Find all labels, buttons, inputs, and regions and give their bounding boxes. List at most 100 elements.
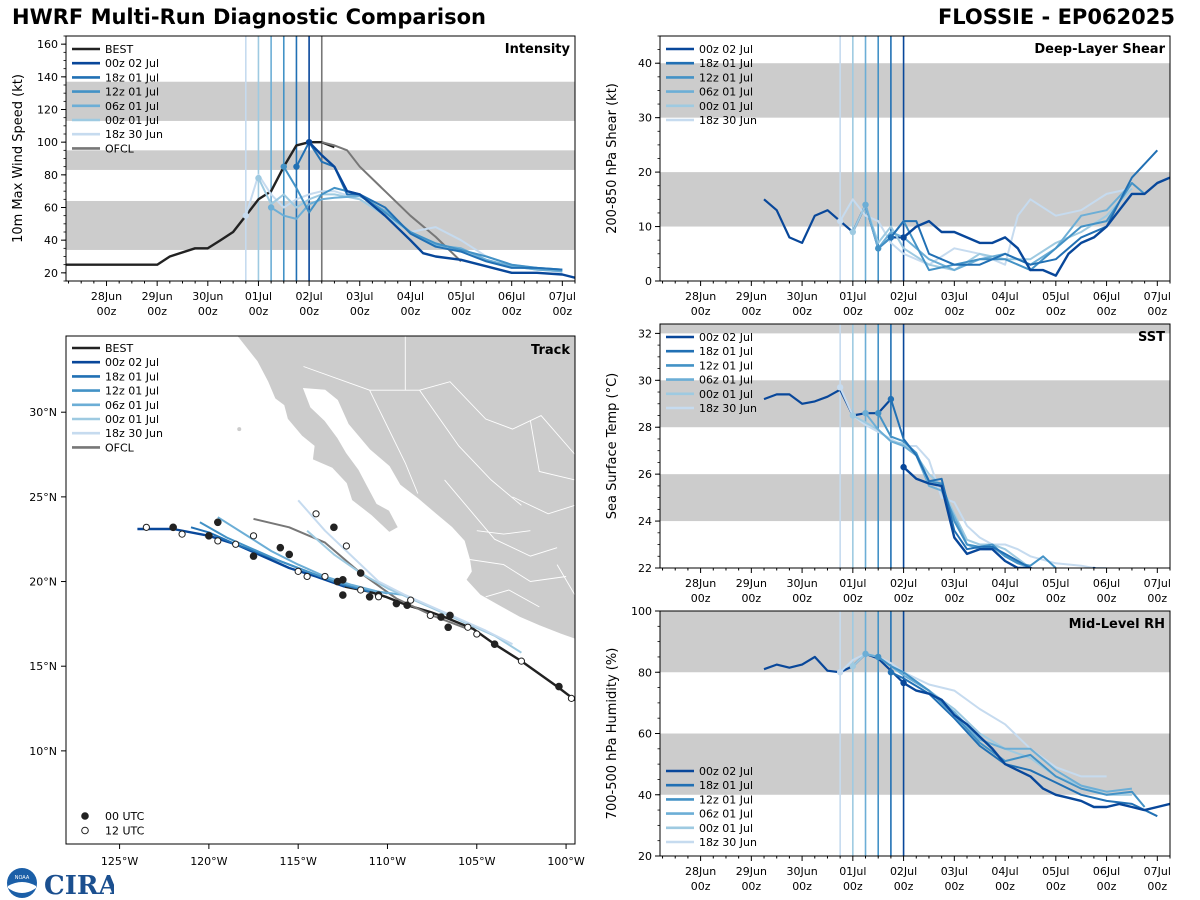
legend-label: 00z 01 Jul <box>105 413 159 426</box>
track-line-r12z01 <box>199 521 388 595</box>
x-tick-label-day: 06Jul <box>498 290 525 303</box>
fix-point-12utc <box>374 593 383 601</box>
x-tick-label-day: 30Jun <box>786 865 817 878</box>
noaa-gull-shape <box>8 882 36 893</box>
x-tick-label-day: 30Jun <box>786 577 817 590</box>
rh-plot-area <box>660 611 1170 856</box>
threshold-band <box>660 474 1170 522</box>
x-tick-label-day: 04Jul <box>991 865 1018 878</box>
lat-tick-label: 30°N <box>29 406 57 419</box>
series-line-r00z02 <box>763 652 905 684</box>
fix-point-12utc <box>426 611 434 620</box>
series-line-r18z01 <box>889 398 1031 568</box>
fix-point-12utc <box>517 657 526 665</box>
storm-id: FLOSSIE - EP062025 <box>937 5 1175 29</box>
fix-point-00utc <box>437 613 445 621</box>
init-point-r12z01 <box>875 653 882 661</box>
x-tick-label-hour: 00z <box>995 880 1015 893</box>
x-tick-label-day: 29Jun <box>736 577 767 590</box>
lat-tick-label: 10°N <box>29 745 57 758</box>
legend-label: 06z 01 Jul <box>699 86 753 99</box>
y-tick-label: 30 <box>638 374 652 387</box>
series-line-r00z02 <box>902 681 1170 812</box>
panel-title: SST <box>1138 330 1165 345</box>
legend-label: 00z 01 Jul <box>699 100 753 113</box>
y-tick-label: 160 <box>37 38 58 51</box>
x-tick-label-day: 01Jul <box>839 577 866 590</box>
y-axis-label: 700-500 hPa Humidity (%) <box>605 648 620 820</box>
legend-label: 12z 01 Jul <box>699 359 753 372</box>
legend-label: 18z 01 Jul <box>699 57 753 70</box>
y-axis-label: 10m Max Wind Speed (kt) <box>11 74 26 243</box>
x-tick-label-hour: 00z <box>894 305 914 318</box>
sst-plot-area <box>660 324 1170 568</box>
x-tick-label-hour: 00z <box>741 592 761 605</box>
x-tick-label-day: 07Jul <box>1144 577 1171 590</box>
legend-marker-00utc <box>81 812 89 820</box>
noaa-logo-text: NOAA <box>15 875 30 881</box>
legend-label: 00z 01 Jul <box>105 114 159 127</box>
x-tick-label-day: 28Jun <box>685 290 716 303</box>
fix-point-12utc <box>357 586 365 594</box>
fix-point-12utc <box>321 572 329 581</box>
y-tick-label: 22 <box>638 562 652 575</box>
x-tick-label-day: 29Jun <box>736 290 767 303</box>
x-tick-label-day: 02Jul <box>890 865 917 878</box>
init-point-r18z30 <box>836 669 844 676</box>
intensity-chart: 28Jun 00z 29Jun 00z 30Jun 00z 01Jul 00z 02Jul 00z… <box>11 35 576 318</box>
border-line <box>512 496 575 515</box>
axes-frame <box>65 335 576 845</box>
lon-tick-label: 120°W <box>190 855 227 868</box>
x-tick-label-hour: 00z <box>944 880 964 893</box>
series-line-r00z02 <box>902 466 1098 568</box>
panel-title: Intensity <box>505 42 571 57</box>
x-tick-label-hour: 00z <box>894 880 914 893</box>
legend-label: 18z 30 Jun <box>699 836 757 849</box>
x-tick-label-hour: 00z <box>552 305 572 318</box>
legend-label: OFCL <box>105 142 135 155</box>
x-tick-label-hour: 00z <box>944 305 964 318</box>
init-point-r18z01 <box>887 669 895 676</box>
border-line <box>369 390 419 494</box>
fix-point-00utc <box>169 523 177 532</box>
shear-chart: 28Jun 00z 29Jun 00z 30Jun 00z 01Jul 00z 02Jul 00z… <box>605 35 1171 318</box>
x-tick-label-hour: 00z <box>1097 305 1117 318</box>
fix-point-12utc <box>407 596 415 604</box>
series-line-r18z30 <box>839 187 1133 266</box>
border-line <box>303 366 575 455</box>
x-tick-label-hour: 00z <box>995 592 1015 605</box>
marker-legend-label: 00 UTC <box>105 810 145 823</box>
init-point-r06z01 <box>862 409 869 417</box>
legend-label: 18z 01 Jul <box>105 370 159 383</box>
init-point-r06z01 <box>267 204 275 211</box>
lon-tick-label: 115°W <box>279 855 316 868</box>
init-point-r18z01 <box>887 395 895 403</box>
x-tick-label-hour: 00z <box>843 880 863 893</box>
init-point-r12z01 <box>875 245 882 252</box>
x-tick-label-hour: 00z <box>792 880 812 893</box>
series-line-r18z01 <box>890 671 1158 818</box>
x-tick-label-hour: 00z <box>1046 880 1066 893</box>
series-line-r18z01 <box>295 141 563 271</box>
init-point-r00z01 <box>849 228 857 236</box>
x-tick-label-day: 05Jul <box>1042 865 1069 878</box>
x-tick-label-day: 06Jul <box>1093 290 1120 303</box>
y-tick-label: 20 <box>638 850 652 863</box>
y-axis-label: 200-850 hPa Shear (kt) <box>605 83 620 234</box>
y-tick-label: 140 <box>37 71 58 84</box>
fix-point-12utc <box>142 523 150 531</box>
init-point-r18z30 <box>836 384 844 391</box>
fix-point-00utc <box>339 591 347 599</box>
series-line-r18z30 <box>839 386 1107 568</box>
x-tick-label-hour: 00z <box>249 305 269 318</box>
y-tick-label: 20 <box>638 166 652 179</box>
fix-point-12utc <box>303 572 311 581</box>
shear-plot-area <box>660 36 1170 281</box>
threshold-band <box>660 733 1170 795</box>
y-tick-label: 80 <box>44 169 58 182</box>
x-tick-label-hour: 00z <box>502 305 522 318</box>
x-tick-label-day: 03Jul <box>941 865 968 878</box>
init-point-r00z02 <box>900 234 907 241</box>
legend-label: 18z 30 Jun <box>699 114 757 127</box>
